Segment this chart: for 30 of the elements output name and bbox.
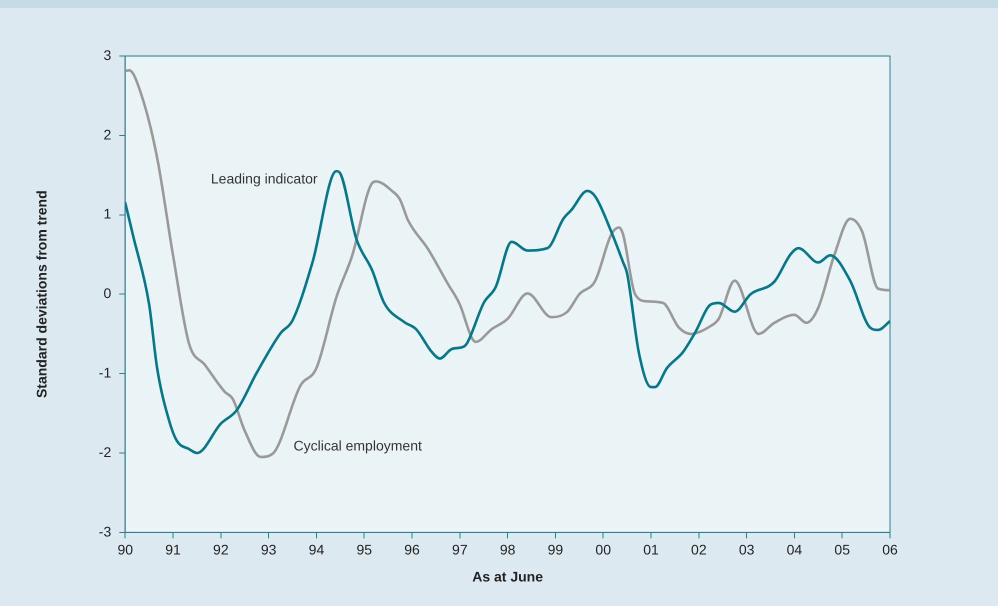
y-tick-label: -1 bbox=[98, 364, 112, 380]
y-tick-label: 2 bbox=[103, 126, 112, 142]
x-tick-label: 99 bbox=[548, 542, 564, 558]
x-tick-label: 97 bbox=[452, 542, 468, 558]
x-tick-label: 91 bbox=[165, 542, 182, 558]
series-label: Leading indicator bbox=[210, 170, 318, 187]
line-series bbox=[125, 68, 890, 458]
y-axis-title: Standard deviations from trend bbox=[33, 190, 50, 398]
x-tick-label: 00 bbox=[595, 542, 612, 558]
x-tick-label: 01 bbox=[643, 542, 660, 558]
x-tick-label: 96 bbox=[404, 542, 420, 558]
x-tick-label: 04 bbox=[786, 542, 802, 558]
x-tick-label: 94 bbox=[308, 542, 324, 558]
x-tick-label: 02 bbox=[691, 542, 707, 558]
series-label: Cyclical employment bbox=[293, 438, 422, 454]
y-tick-label: 1 bbox=[103, 206, 112, 222]
x-tick-label: 95 bbox=[356, 542, 372, 558]
x-tick-label: 93 bbox=[260, 542, 277, 558]
x-tick-label: 05 bbox=[834, 542, 850, 558]
x-tick-label: 98 bbox=[500, 542, 516, 558]
y-tick-label: 0 bbox=[103, 285, 112, 302]
line-series bbox=[125, 170, 890, 454]
x-tick-label: 06 bbox=[882, 542, 898, 558]
y-tick-label: -3 bbox=[98, 523, 112, 540]
y-tick-label: -2 bbox=[98, 444, 112, 460]
x-axis-title: As at June bbox=[472, 568, 544, 584]
x-tick-label: 03 bbox=[738, 542, 755, 558]
x-tick-label: 92 bbox=[213, 542, 229, 558]
x-tick-label: 90 bbox=[117, 542, 134, 558]
y-tick-label: 3 bbox=[103, 46, 112, 63]
